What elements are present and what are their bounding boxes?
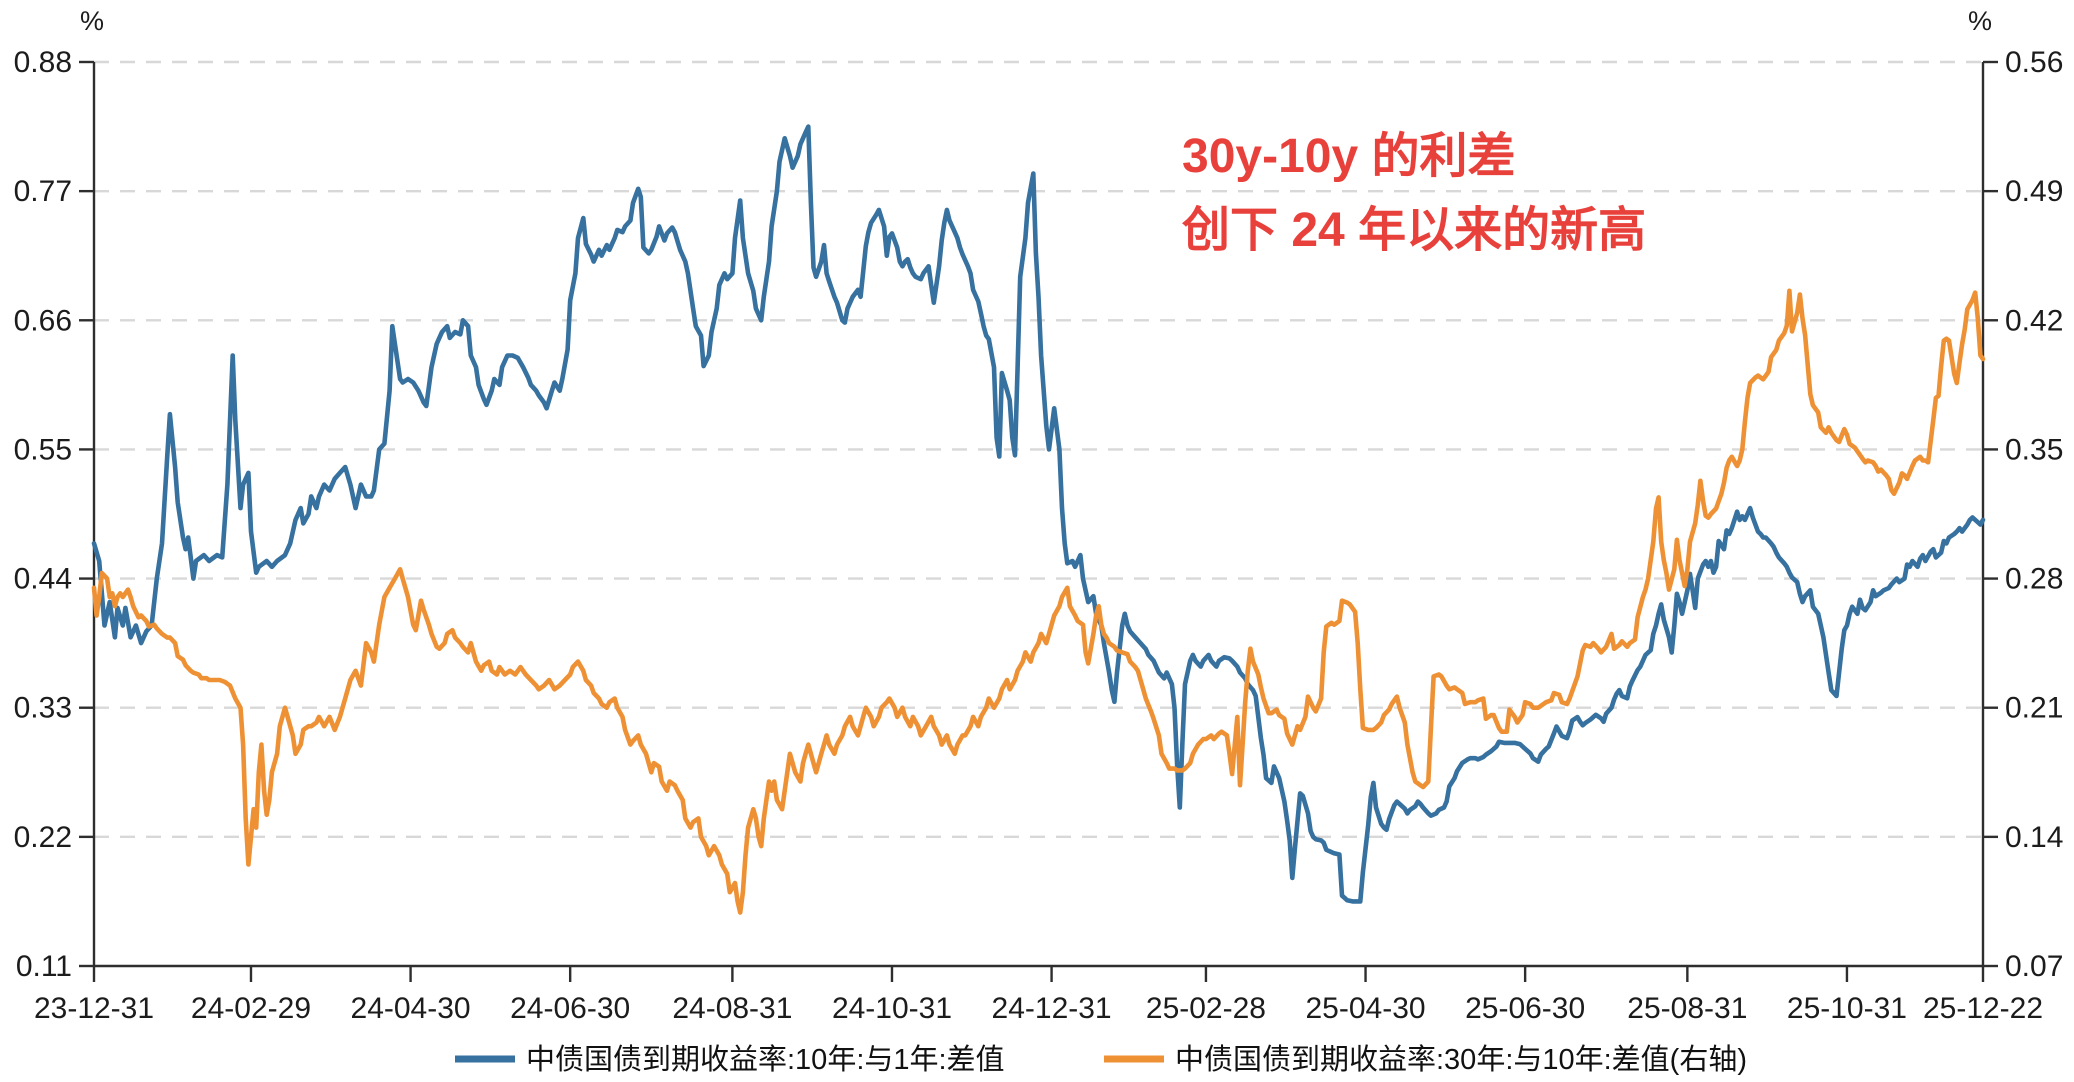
x-axis-tick-label: 24-12-31 bbox=[992, 992, 1112, 1025]
tick-labels: 0.88 0.77 0.66 0.55 0.44 0.33 0.22 0.11 0.56 0.49… bbox=[14, 46, 2064, 1025]
left-axis-tick-label: 0.66 bbox=[14, 304, 72, 337]
right-axis-tick-label: 0.35 bbox=[2005, 433, 2063, 466]
axes bbox=[79, 60, 1998, 982]
x-axis-tick-label: 24-04-30 bbox=[351, 992, 471, 1025]
right-axis-tick-label: 0.14 bbox=[2005, 821, 2063, 854]
right-axis-tick-label: 0.07 bbox=[2005, 950, 2063, 983]
x-axis-tick-label: 25-04-30 bbox=[1305, 992, 1425, 1025]
legend-label-30y-10y: 中债国债到期收益率:30年:与10年:差值(右轴) bbox=[1175, 1043, 1747, 1076]
right-axis-tick-label: 0.21 bbox=[2005, 692, 2063, 725]
x-axis-tick-label: 23-12-31 bbox=[34, 992, 154, 1025]
x-axis-tick-label: 24-10-31 bbox=[832, 992, 952, 1025]
legend: 中债国债到期收益率:10年:与1年:差值 中债国债到期收益率:30年:与10年:… bbox=[455, 1043, 1747, 1076]
x-axis-tick-label: 25-12-22 bbox=[1923, 992, 2043, 1025]
right-axis-tick-label: 0.49 bbox=[2005, 175, 2063, 208]
right-axis-tick-label: 0.42 bbox=[2005, 304, 2063, 337]
left-axis-tick-label: 0.55 bbox=[14, 433, 72, 466]
right-axis-tick-label: 0.56 bbox=[2005, 46, 2063, 79]
right-axis-unit-label: % bbox=[1968, 6, 1992, 36]
series-line-30y-10y-spread bbox=[91, 288, 1986, 915]
left-axis-tick-label: 0.44 bbox=[14, 563, 72, 596]
series-line-10y-1y-spread bbox=[91, 124, 1986, 904]
left-axis-tick-label: 0.77 bbox=[14, 175, 72, 208]
left-axis-unit-label: % bbox=[80, 6, 104, 36]
x-axis-tick-label: 25-10-31 bbox=[1787, 992, 1907, 1025]
x-axis-tick-label: 25-02-28 bbox=[1146, 992, 1266, 1025]
x-axis-tick-label: 24-02-29 bbox=[191, 992, 311, 1025]
left-axis-tick-label: 0.33 bbox=[14, 692, 72, 725]
annotation-line-2: 创下 24 年以来的新高 bbox=[1182, 204, 1646, 257]
x-axis-tick-label: 25-08-31 bbox=[1627, 992, 1747, 1025]
series-lines bbox=[91, 124, 1986, 915]
left-axis-tick-label: 0.11 bbox=[16, 950, 72, 983]
left-axis-tick-label: 0.22 bbox=[14, 821, 72, 854]
left-axis-tick-label: 0.88 bbox=[14, 46, 72, 79]
x-axis-tick-label: 25-06-30 bbox=[1465, 992, 1585, 1025]
right-axis-tick-label: 0.28 bbox=[2005, 563, 2063, 596]
x-axis-tick-label: 24-06-30 bbox=[510, 992, 630, 1025]
x-axis-tick-label: 24-08-31 bbox=[672, 992, 792, 1025]
legend-label-10y-1y: 中债国债到期收益率:10年:与1年:差值 bbox=[526, 1043, 1005, 1076]
annotation: 30y-10y 的利差 创下 24 年以来的新高 bbox=[1182, 130, 1646, 257]
annotation-line-1: 30y-10y 的利差 bbox=[1182, 130, 1516, 183]
